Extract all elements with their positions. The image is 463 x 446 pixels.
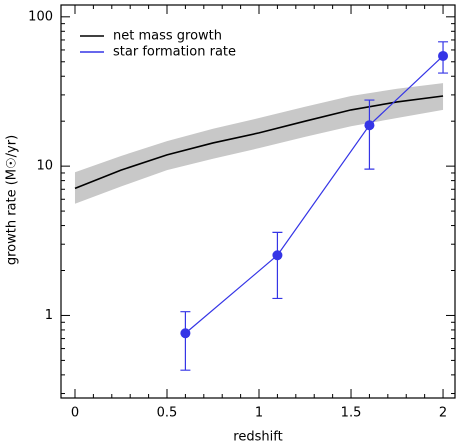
- error-bar: [180, 311, 191, 371]
- data-point: [438, 50, 449, 61]
- y-tick-label: 10: [36, 159, 53, 174]
- data-point: [180, 328, 191, 339]
- series-line: [185, 55, 444, 334]
- plot-frame: [60, 4, 456, 399]
- error-bar: [272, 231, 283, 300]
- legend-label: star formation rate: [113, 45, 236, 60]
- x-tick-label: 1.5: [341, 406, 362, 421]
- y-tick-label: 1: [45, 308, 53, 323]
- x-tick-label: 2: [439, 406, 447, 421]
- x-tick-label: 0: [71, 406, 79, 421]
- x-axis-label: redshift: [233, 430, 282, 445]
- y-tick-label: 100: [28, 9, 53, 24]
- error-bar: [364, 99, 375, 170]
- data-point: [364, 120, 375, 131]
- y-axis-label: growth rate (M☉/yr): [5, 135, 20, 265]
- x-tick-label: 0.5: [157, 406, 178, 421]
- data-point: [272, 250, 283, 261]
- legend-label: net mass growth: [113, 29, 222, 44]
- x-tick-label: 1: [255, 406, 263, 421]
- uncertainty-band: [74, 83, 444, 204]
- series-line: [74, 95, 444, 190]
